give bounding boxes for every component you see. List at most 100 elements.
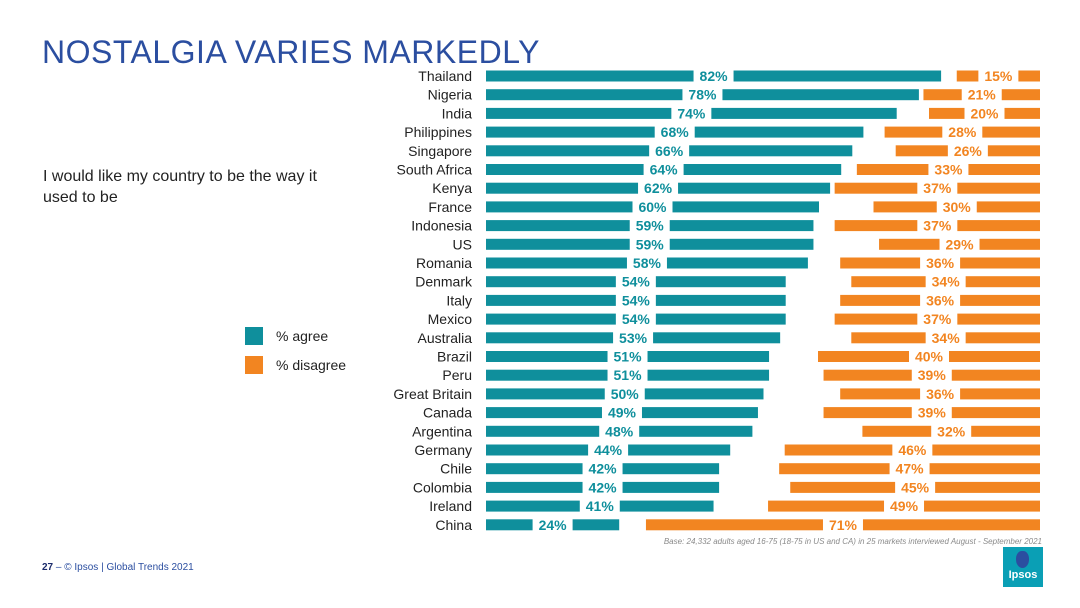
agree-value-label: 60% [638, 199, 667, 215]
disagree-value-label: 71% [829, 517, 858, 533]
agree-label-bg [654, 124, 695, 141]
agree-label-bg [615, 273, 656, 290]
category-label: Peru [442, 367, 472, 383]
category-label: Denmark [415, 274, 473, 290]
agree-value-label: 58% [633, 255, 662, 271]
disagree-label-bg [925, 329, 966, 346]
legend-label-agree: % agree [276, 328, 329, 344]
ipsos-logo: Ipsos [1003, 547, 1043, 587]
agree-value-label: 24% [539, 517, 568, 533]
category-label: Romania [416, 255, 472, 271]
category-label: Philippines [404, 124, 472, 140]
category-label: Great Britain [393, 386, 472, 402]
disagree-value-label: 32% [937, 423, 966, 439]
agree-label-bg [629, 236, 670, 253]
disagree-label-bg [947, 142, 988, 159]
disagree-label-bg [942, 124, 983, 141]
disagree-label-bg [961, 86, 1002, 103]
agree-value-label: 50% [611, 386, 640, 402]
disagree-value-label: 49% [890, 498, 919, 514]
disagree-label-bg [911, 404, 952, 421]
legend-item-agree: % agree [245, 327, 328, 345]
disagree-label-bg [928, 161, 969, 178]
disagree-value-label: 37% [923, 218, 952, 234]
agree-label-bg [579, 498, 620, 515]
disagree-value-label: 26% [954, 143, 983, 159]
agree-label-bg [599, 423, 640, 440]
disagree-label-bg [939, 236, 980, 253]
disagree-value-label: 29% [946, 236, 975, 252]
agree-value-label: 53% [619, 330, 648, 346]
agree-value-label: 48% [605, 423, 634, 439]
disagree-value-label: 37% [923, 180, 952, 196]
agree-label-bg [532, 516, 573, 533]
disagree-label-bg [920, 292, 961, 309]
disagree-value-label: 30% [943, 199, 972, 215]
agree-label-bg [582, 460, 623, 477]
category-label: India [442, 105, 473, 121]
agree-label-bg [643, 161, 684, 178]
agree-label-bg [626, 255, 667, 271]
disagree-label-bg [911, 367, 952, 384]
agree-label-bg [615, 311, 656, 328]
category-label: US [453, 236, 472, 252]
agree-label-bg [632, 198, 673, 215]
disagree-value-label: 36% [926, 255, 955, 271]
agree-label-bg [682, 86, 723, 103]
agree-label-bg [601, 404, 642, 421]
footer-separator: – [55, 562, 62, 573]
agree-value-label: 68% [661, 124, 690, 140]
disagree-label-bg [920, 255, 961, 271]
category-label: France [428, 199, 472, 215]
disagree-label-bg [892, 442, 933, 458]
agree-label-bg [693, 68, 734, 84]
agree-value-label: 51% [614, 367, 643, 383]
disagree-value-label: 36% [926, 386, 955, 402]
category-label: Italy [446, 292, 472, 308]
legend-item-disagree: % disagree [245, 356, 346, 374]
category-label: Canada [423, 405, 472, 421]
logo-text: Ipsos [1008, 569, 1038, 581]
disagree-label-bg [964, 105, 1005, 122]
disagree-value-label: 34% [932, 330, 961, 346]
disagree-value-label: 33% [934, 162, 963, 178]
disagree-label-bg [931, 423, 972, 440]
logo-mark-icon [1016, 551, 1029, 568]
agree-value-label: 54% [622, 311, 651, 327]
disagree-label-bg [978, 68, 1019, 84]
agree-value-label: 51% [614, 349, 643, 365]
agree-value-label: 66% [655, 143, 684, 159]
disagree-label-bg [889, 460, 930, 477]
agree-label-bg [613, 329, 654, 346]
base-note: Base: 24,332 adults aged 16-75 (18-75 in… [663, 537, 1042, 546]
category-label: Argentina [412, 423, 472, 439]
disagree-label-bg [917, 311, 958, 328]
category-label: Ireland [429, 498, 472, 514]
disagree-value-label: 15% [984, 68, 1013, 84]
agree-value-label: 42% [589, 461, 618, 477]
disagree-label-bg [909, 348, 949, 365]
category-label: China [435, 517, 472, 533]
agree-label-bg [649, 142, 690, 159]
category-label: Thailand [418, 68, 472, 84]
agree-label-bg [588, 442, 629, 458]
disagree-label-bg [920, 385, 961, 402]
disagree-value-label: 36% [926, 292, 955, 308]
footer-text: © Ipsos | Global Trends 2021 [64, 562, 194, 573]
agree-value-label: 41% [586, 498, 615, 514]
category-label: Mexico [428, 311, 473, 327]
disagree-value-label: 39% [918, 367, 947, 383]
category-label: South Africa [397, 162, 473, 178]
agree-label-bg [615, 292, 656, 309]
disagree-value-label: 28% [948, 124, 977, 140]
category-label: Nigeria [428, 87, 473, 103]
category-label: Chile [440, 461, 472, 477]
disagree-label-bg [884, 498, 925, 515]
disagree-label-bg [917, 180, 958, 197]
category-label: Kenya [432, 180, 472, 196]
category-label: Brazil [437, 349, 472, 365]
disagree-value-label: 47% [896, 461, 925, 477]
disagree-value-label: 21% [968, 87, 997, 103]
page-title: NOSTALGIA VARIES MARKEDLY [42, 34, 540, 70]
